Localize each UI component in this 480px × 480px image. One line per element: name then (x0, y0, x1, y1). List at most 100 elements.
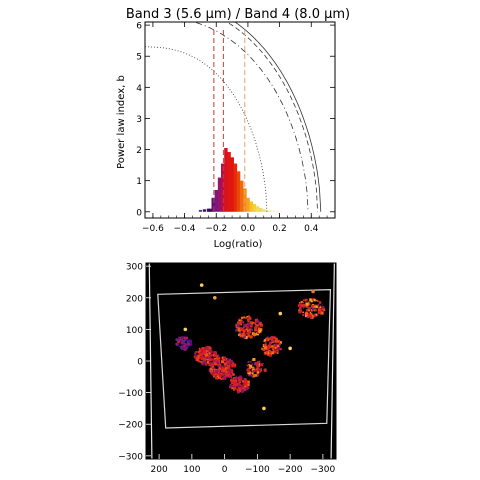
pixel-point (231, 362, 235, 366)
pixel-point (197, 351, 200, 354)
pixel-point (309, 311, 312, 314)
pixel-point (186, 341, 190, 344)
pixel-point (256, 371, 259, 374)
pixel-point (221, 356, 225, 360)
pixel-point (257, 326, 260, 328)
pixel-point (244, 386, 248, 390)
pixel-point (274, 338, 278, 342)
pixel-point (210, 362, 212, 365)
pixel-point (256, 364, 260, 368)
pixel-point (184, 346, 186, 349)
pixel-point (263, 346, 267, 350)
pixel-point (218, 356, 221, 360)
histogram-bar (202, 209, 206, 212)
pixel-point (236, 329, 239, 331)
pixel-point (180, 336, 184, 339)
pixel-point (247, 318, 250, 321)
pixel-point (247, 364, 249, 367)
pixel-point (206, 359, 208, 361)
pixel-point (227, 372, 230, 375)
pixel-point (214, 359, 218, 363)
pixel-point (234, 381, 238, 385)
pixel-point (215, 355, 219, 358)
y-tick-label: 6 (136, 22, 142, 32)
pixel-point (224, 364, 228, 368)
pixel-point (213, 356, 215, 358)
pixel-point (245, 382, 249, 386)
pixel-point (205, 349, 209, 353)
pixel-point (276, 349, 279, 352)
pixel-point (242, 321, 245, 324)
pixel-point (276, 351, 278, 353)
pixel-point (248, 316, 252, 320)
pixel-point (236, 388, 240, 392)
pixel-point (201, 362, 204, 366)
pixel-point (264, 351, 267, 354)
pixel-point (227, 366, 230, 369)
pixel-point (198, 356, 201, 359)
pixel-point (210, 364, 214, 368)
pixel-point (305, 302, 309, 306)
pixel-point (302, 299, 305, 302)
edge-stripe (330, 262, 335, 460)
pixel-point (230, 363, 232, 365)
y-tick-label: −300 (118, 452, 143, 462)
pixel-point (265, 351, 269, 355)
pixel-point (304, 314, 308, 318)
histogram-bar (284, 211, 288, 212)
pixel-point (322, 306, 325, 309)
pixel-point (246, 315, 248, 318)
histogram-bar (252, 204, 257, 212)
histogram-bar (221, 163, 225, 212)
pixel-point (308, 303, 311, 306)
pixel-point (221, 377, 225, 380)
pixel-point (176, 344, 178, 346)
y-tick-label: 4 (136, 84, 142, 94)
pixel-point (235, 375, 237, 378)
pixel-point (246, 332, 249, 335)
x-tick-label: 0 (222, 465, 228, 475)
pixel-point (247, 328, 250, 331)
pixel-point (200, 351, 204, 355)
pixel-point (246, 380, 250, 384)
x-tick-label: −300 (311, 465, 336, 475)
pixel-point (202, 350, 204, 352)
pixel-point (188, 339, 191, 341)
histogram-bar (281, 211, 285, 212)
pixel-point (244, 379, 248, 383)
model-curve (226, 22, 318, 212)
pixel-point (233, 383, 236, 386)
x-tick-label: −0.6 (142, 224, 164, 234)
pixel-point (232, 378, 234, 380)
pixel-point (273, 345, 277, 349)
pixel-point (181, 345, 184, 347)
pixel-point (202, 360, 206, 364)
pixel-point (256, 373, 260, 377)
pixel-point (212, 365, 215, 368)
pixel-point (298, 310, 301, 313)
pixel-point (176, 342, 180, 346)
pixel-point (262, 348, 266, 351)
histogram-bar (278, 210, 282, 212)
pixel-point (255, 323, 257, 326)
pixel-point (260, 363, 264, 367)
pixel-point (241, 329, 243, 332)
pixel-point (204, 353, 208, 357)
pixel-point (299, 305, 302, 308)
pixel-point (217, 365, 220, 368)
pixel-point (319, 312, 322, 315)
pixel-point (212, 354, 215, 357)
pixel-point (244, 329, 247, 332)
pixel-point (256, 372, 259, 375)
pixel-point (234, 378, 237, 381)
pixel-point (318, 310, 321, 313)
pixel-point (200, 349, 203, 352)
pixel-point (263, 368, 267, 372)
pixel-point (176, 344, 178, 347)
x-axis: 200 100 0 −100 −200 −300 (151, 454, 336, 475)
pixel-point (320, 310, 323, 313)
pixel-point (238, 330, 241, 333)
pixel-point (244, 386, 246, 388)
pixel-point (201, 347, 205, 351)
